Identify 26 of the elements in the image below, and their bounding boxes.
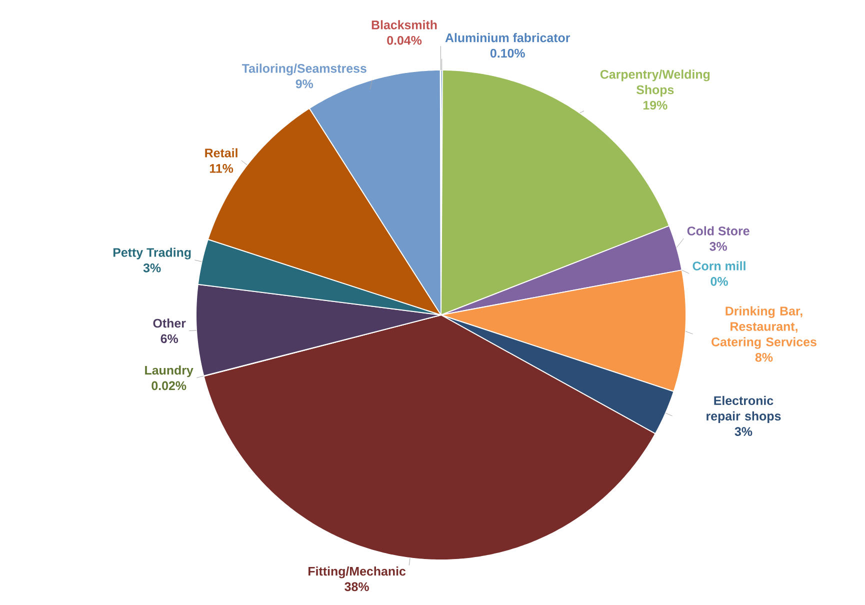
data-label: 38% [344, 582, 369, 592]
text: 0% [710, 277, 728, 286]
data-label: 8% [755, 352, 773, 362]
slice-label: Tailoring/Seamstress [242, 64, 366, 76]
data-label: 3% [143, 264, 161, 272]
slice-label: Other [153, 318, 186, 328]
slice-label: Laundry [145, 366, 194, 378]
legend-label: Corn mill [692, 261, 746, 270]
slice-label: Aluminium fabricator [445, 33, 570, 42]
slice-label: Petty Trading [113, 248, 191, 260]
slice-label: Cold Store [687, 226, 750, 236]
data-label: 3% [710, 242, 727, 251]
data-label: 19% [643, 100, 668, 110]
slice-label: Fitting/Mechanic [308, 566, 406, 578]
data-label: 11% [210, 164, 234, 173]
data-label: 6% [160, 334, 178, 344]
slice-label: Electronic repair shops [706, 396, 781, 423]
slice-label: Drinking Bar, Restaurant, Catering Services [712, 306, 816, 349]
data-label: 3% [734, 427, 752, 436]
slice-label: Retail [205, 148, 238, 158]
slice-label: Blacksmith [372, 20, 437, 30]
data-label: 0.10% [490, 48, 525, 58]
data-label: 9% [296, 79, 314, 88]
data-label: 0.04% [387, 36, 422, 45]
slice-label: Carpentry/Welding Shops [600, 70, 710, 97]
data-label: 0.02% [152, 381, 186, 390]
